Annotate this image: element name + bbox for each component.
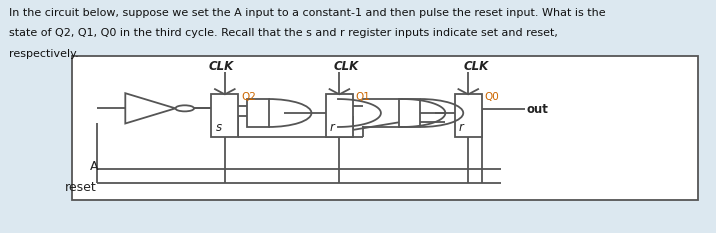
Bar	[72, 56, 698, 200]
Bar	[211, 94, 238, 137]
Text: state of Q2, Q1, Q0 in the third cycle. Recall that the s and r register inputs : state of Q2, Q1, Q0 in the third cycle. …	[9, 28, 558, 38]
Text: s: s	[216, 121, 222, 134]
Text: Q1: Q1	[356, 92, 371, 102]
Text: r: r	[330, 121, 335, 134]
Bar	[455, 94, 482, 137]
Text: reset: reset	[64, 181, 96, 194]
Text: CLK: CLK	[464, 60, 489, 73]
Text: Q0: Q0	[485, 92, 500, 102]
Text: Q2: Q2	[241, 92, 256, 102]
Text: CLK: CLK	[334, 60, 359, 73]
Text: A: A	[90, 160, 98, 173]
Bar	[399, 99, 420, 127]
Bar	[247, 99, 268, 127]
Text: CLK: CLK	[208, 60, 233, 73]
Text: r: r	[459, 121, 464, 134]
Text: respectively.: respectively.	[9, 49, 78, 59]
Bar	[326, 94, 353, 137]
Text: In the circuit below, suppose we set the A input to a constant-1 and then pulse : In the circuit below, suppose we set the…	[9, 8, 605, 18]
Text: out: out	[527, 103, 549, 116]
